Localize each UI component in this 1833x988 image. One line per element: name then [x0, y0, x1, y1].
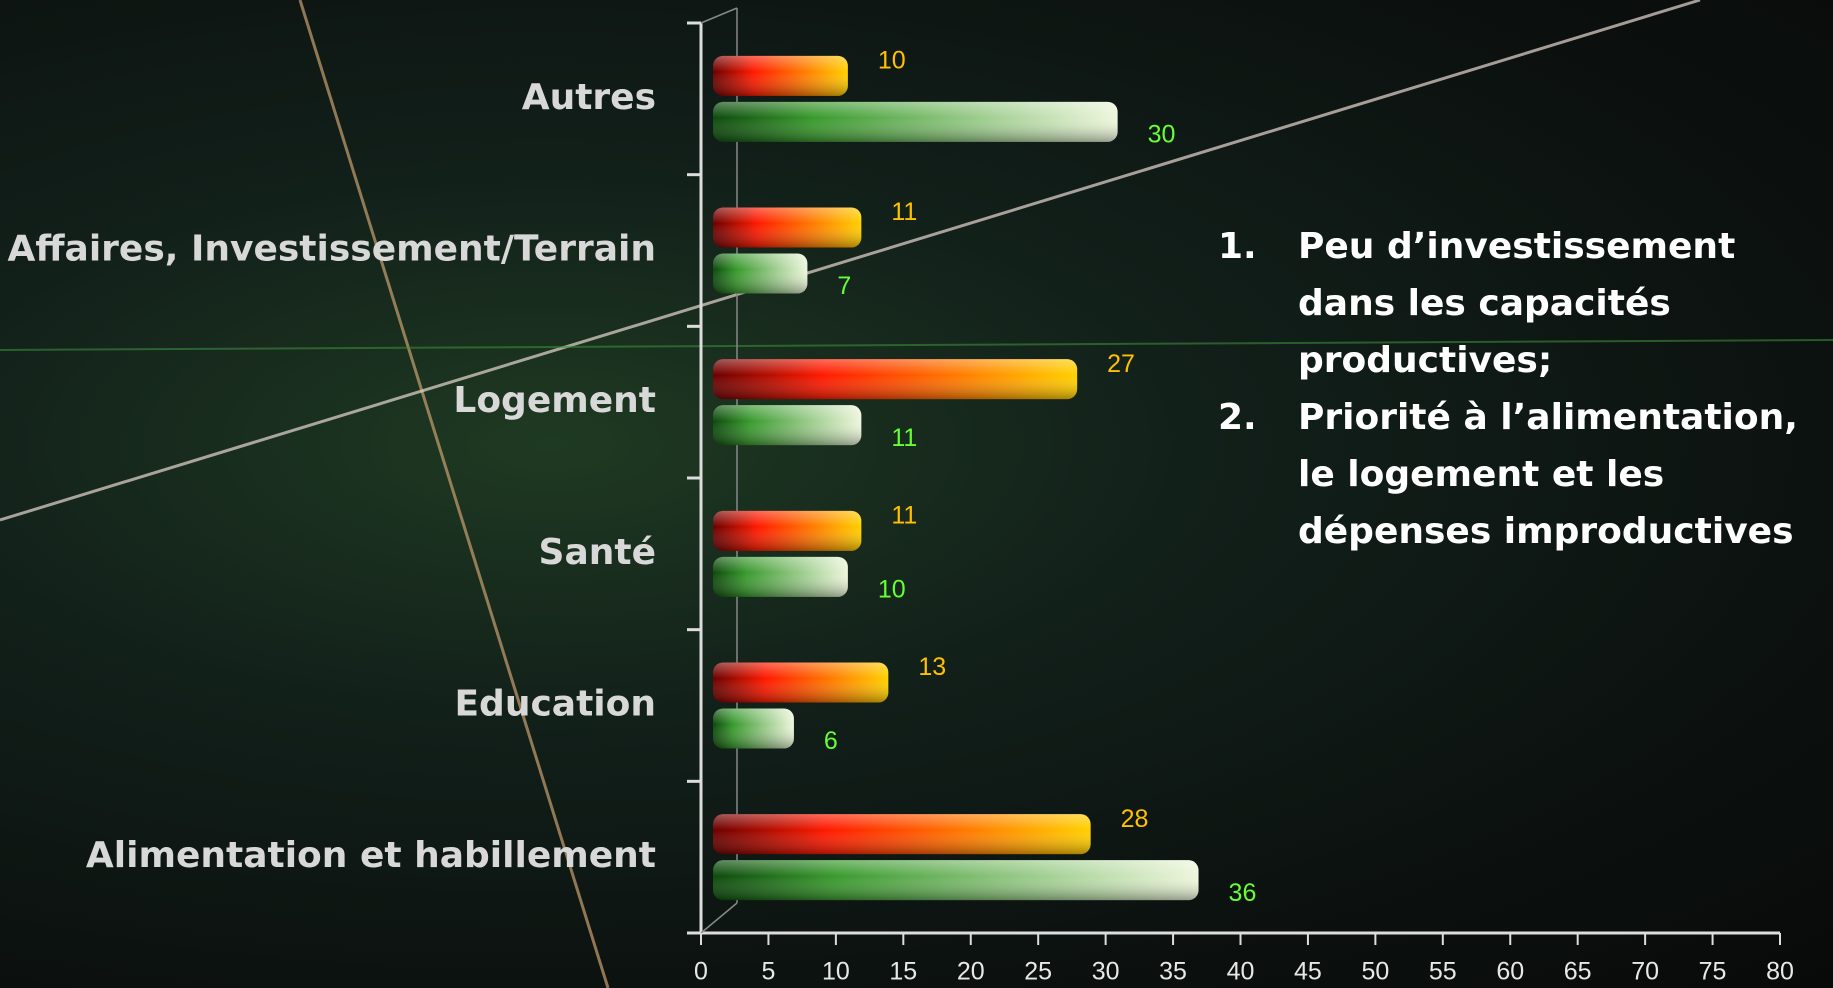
bar-shine — [713, 207, 862, 248]
depth-edge — [700, 902, 738, 934]
value-label: 27 — [1107, 350, 1135, 378]
x-tick-label: 50 — [1361, 958, 1389, 986]
decor-line — [298, 0, 610, 988]
depth-edge — [700, 7, 738, 24]
decor-line — [0, 0, 1701, 522]
category-label: Autres — [522, 77, 656, 118]
decor-line — [0, 339, 1833, 351]
annotation-text: Peu d’investissement dans les capacités … — [1298, 226, 1736, 381]
category-label: Affaires, Investissement/Terrain — [8, 229, 657, 270]
bar-shine — [713, 708, 794, 749]
annotation-number: 2. — [1218, 397, 1257, 438]
x-tick-label: 0 — [694, 958, 708, 986]
value-label: 36 — [1229, 879, 1257, 907]
category-label: Logement — [453, 380, 656, 421]
value-label: 7 — [837, 272, 851, 300]
bar-shine — [713, 253, 808, 294]
annotation: 1. Peu d’investissement dans les capacité… — [1210, 218, 1830, 389]
bar-shine — [713, 55, 848, 96]
category-label: Alimentation et habillement — [86, 835, 656, 876]
x-tick-label: 65 — [1564, 958, 1592, 986]
x-tick-label: 55 — [1429, 958, 1457, 986]
x-tick-label: 80 — [1766, 958, 1794, 986]
value-label: 11 — [891, 501, 917, 529]
x-tick-label: 15 — [889, 958, 917, 986]
annotation-number: 1. — [1218, 226, 1257, 267]
value-label: 6 — [824, 727, 838, 755]
value-label: 28 — [1121, 805, 1149, 833]
x-tick-label: 20 — [957, 958, 985, 986]
value-label: 10 — [878, 46, 906, 74]
value-label: 10 — [878, 575, 906, 603]
x-tick-label: 70 — [1631, 958, 1659, 986]
value-label: 11 — [891, 198, 917, 226]
x-tick-label: 60 — [1496, 958, 1524, 986]
bar-shine — [713, 860, 1199, 901]
x-tick-label: 35 — [1159, 958, 1187, 986]
annotation-text: Priorité à l’alimentation, le logement e… — [1298, 397, 1798, 552]
value-label: 11 — [891, 424, 917, 452]
bar-shine — [713, 359, 1078, 400]
x-tick-label: 40 — [1227, 958, 1255, 986]
category-label: Santé — [539, 532, 656, 573]
bar-shine — [713, 510, 862, 551]
category-label: Education — [454, 684, 656, 725]
value-label: 13 — [918, 653, 946, 681]
value-label: 30 — [1148, 120, 1176, 148]
x-tick-label: 30 — [1092, 958, 1120, 986]
annotations: 1. Peu d’investissement dans les capacité… — [1210, 218, 1830, 560]
x-tick-label: 5 — [761, 958, 775, 986]
bar-shine — [713, 101, 1118, 142]
bar-shine — [713, 662, 889, 703]
x-tick-label: 25 — [1024, 958, 1052, 986]
bar-shine — [713, 814, 1091, 855]
bar-shine — [713, 556, 848, 597]
bar-shine — [713, 405, 862, 446]
x-tick-label: 10 — [822, 958, 850, 986]
x-tick-label: 75 — [1699, 958, 1727, 986]
x-tick-label: 45 — [1294, 958, 1322, 986]
annotation: 2. Priorité à l’alimentation, le logement… — [1210, 389, 1830, 560]
